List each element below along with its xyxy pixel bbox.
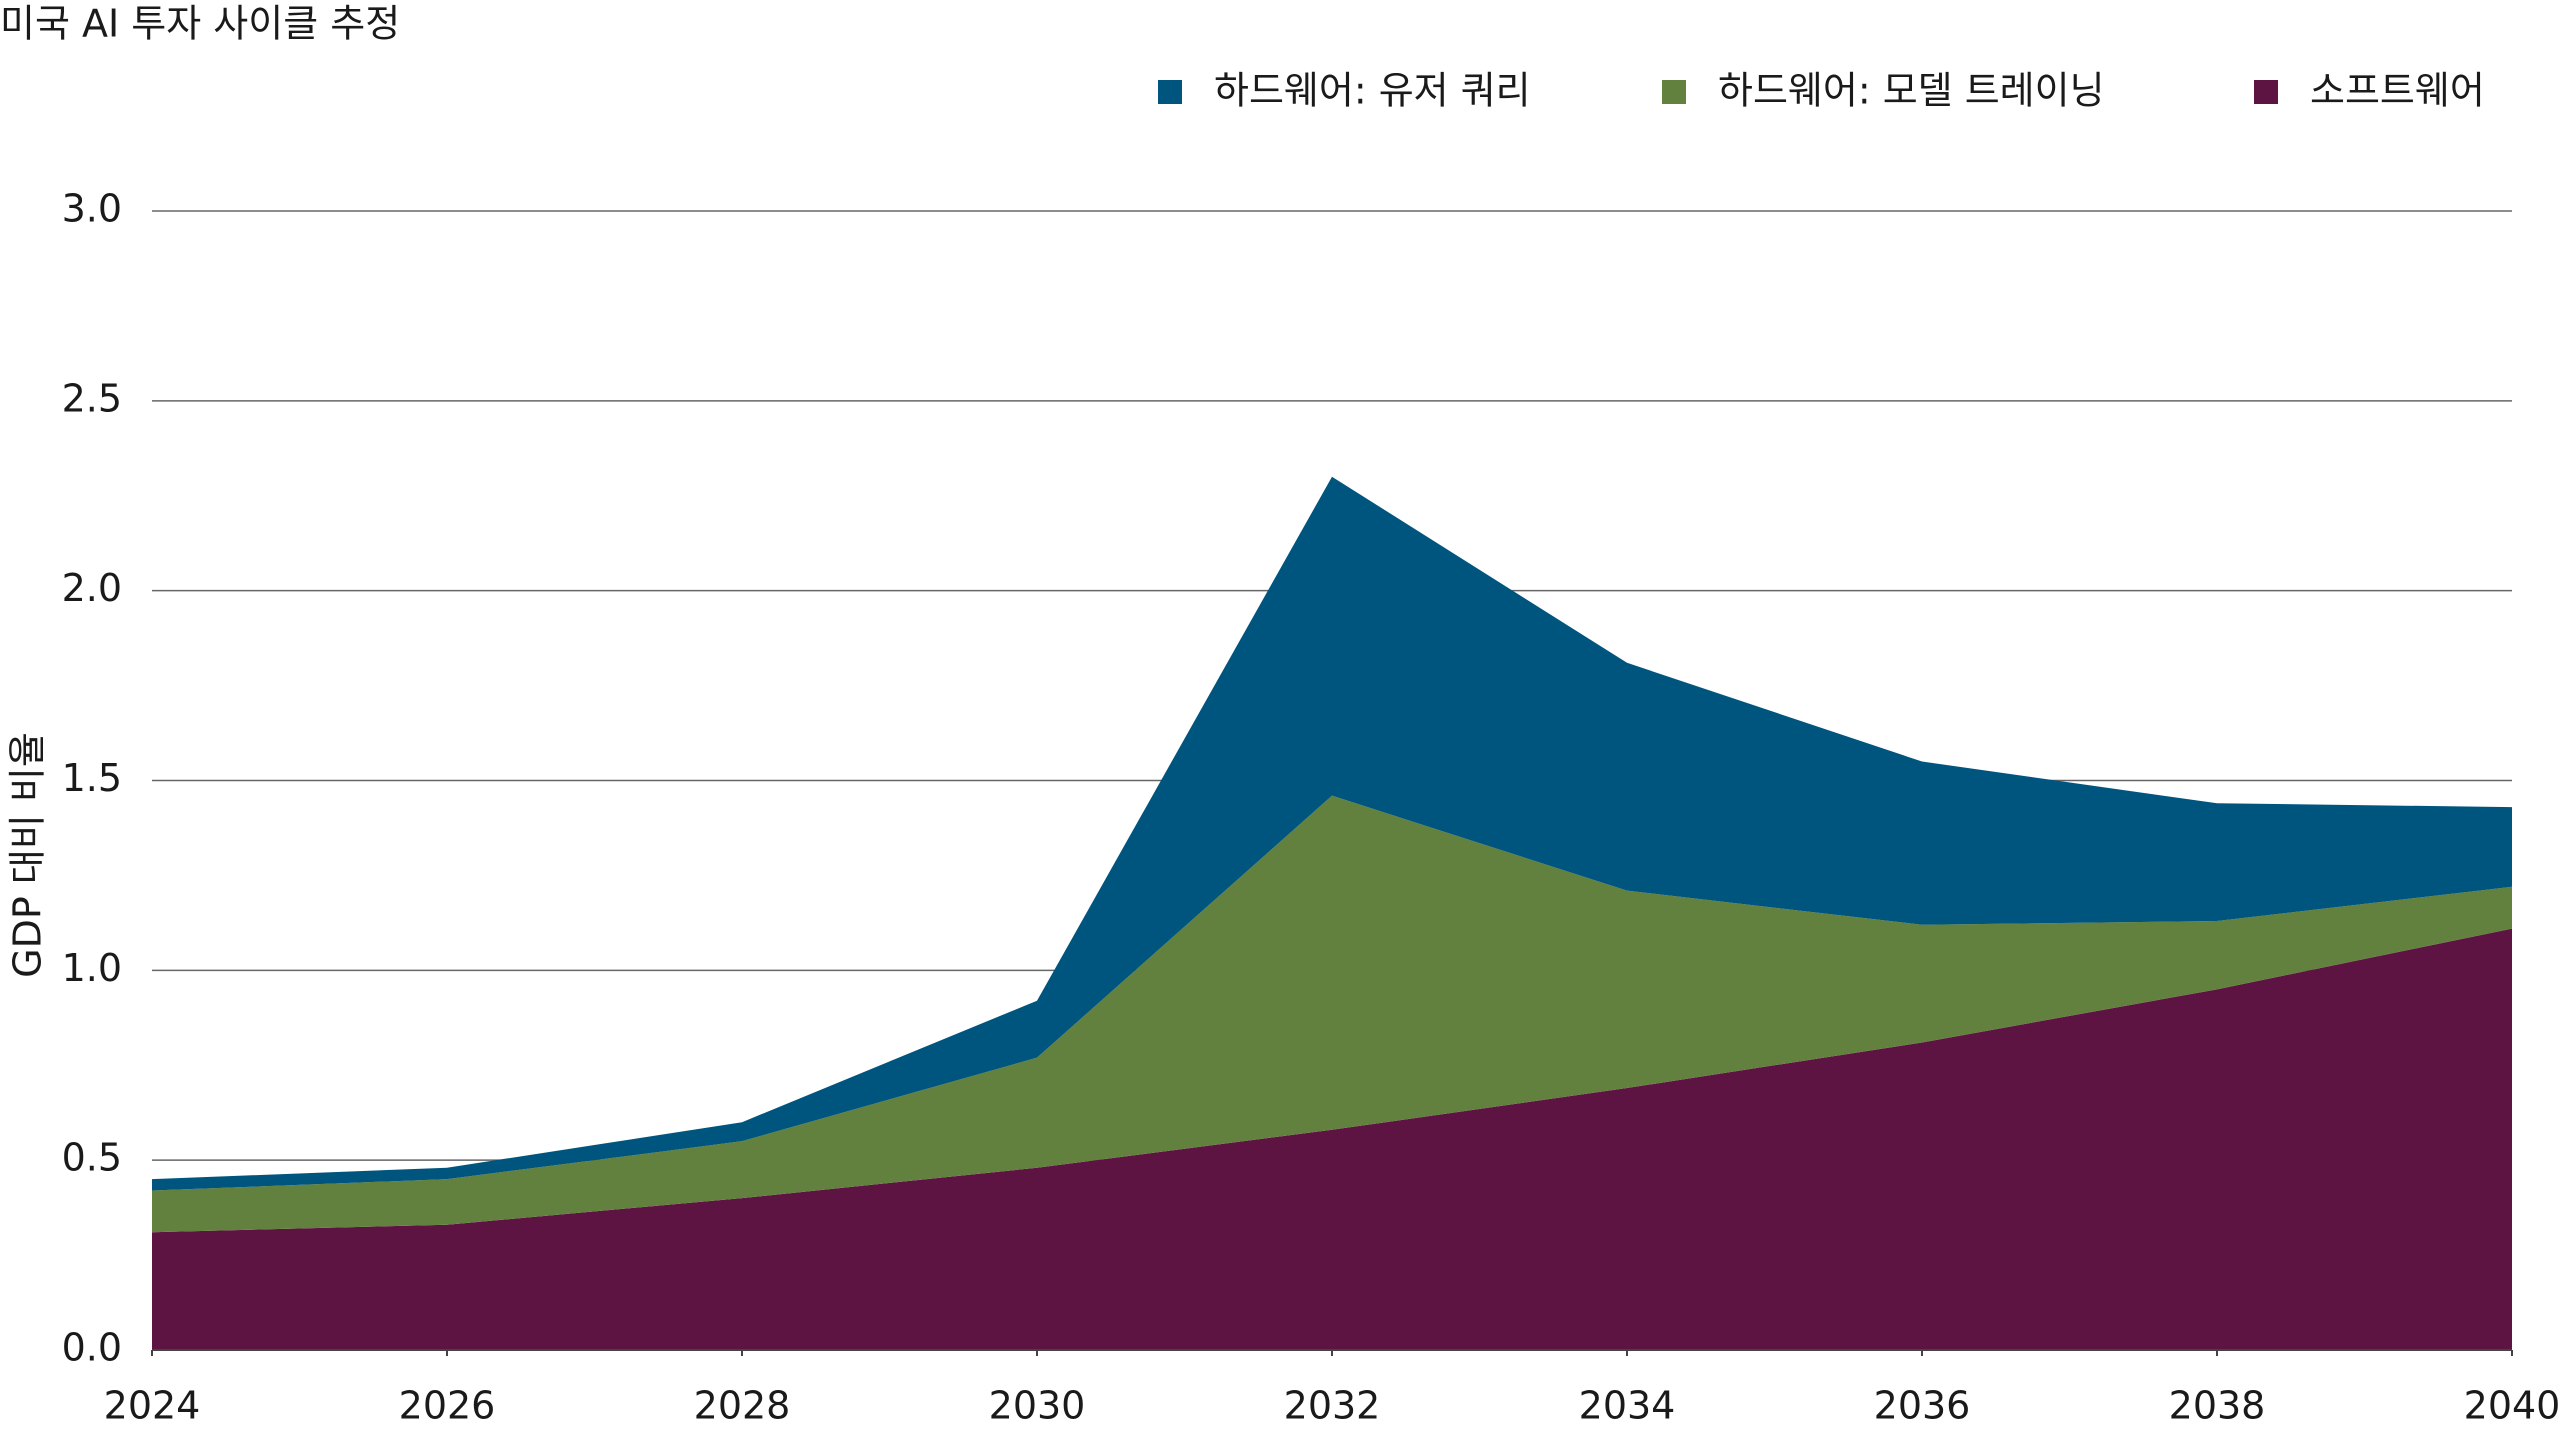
y-tick-label: 0.5: [62, 1136, 122, 1180]
legend-label: 하드웨어: 모델 트레이닝: [1718, 69, 2105, 113]
area: [152, 928, 2512, 1350]
legend-swatch: [1662, 80, 1686, 104]
x-tick-label: 2030: [989, 1384, 1086, 1428]
chart-title: 미국 AI 투자 사이클 추정: [0, 2, 400, 46]
x-tick-label: 2034: [1579, 1384, 1676, 1428]
area: [152, 795, 2512, 1233]
y-tick-label: 3.0: [62, 187, 122, 231]
y-tick-label: 2.5: [62, 376, 122, 420]
x-tick-label: 2040: [2464, 1384, 2560, 1428]
y-tick-label: 1.5: [62, 756, 122, 800]
x-tick-label: 2038: [2169, 1384, 2266, 1428]
legend-swatch: [2254, 80, 2278, 104]
y-tick-label: 2.0: [62, 566, 122, 610]
x-tick-label: 2026: [399, 1384, 496, 1428]
legend-swatch: [1158, 80, 1182, 104]
y-axis-label: GDP 대비 비율: [6, 732, 50, 978]
y-tick-label: 0.0: [62, 1326, 122, 1370]
x-tick-label: 2036: [1874, 1384, 1971, 1428]
x-tick-label: 2028: [694, 1384, 791, 1428]
y-tick-label: 1.0: [62, 946, 122, 990]
x-tick-label: 2032: [1284, 1384, 1381, 1428]
legend-label: 소프트웨어: [2310, 69, 2485, 113]
x-tick-label: 2024: [104, 1384, 201, 1428]
legend-label: 하드웨어: 유저 쿼리: [1214, 69, 1531, 113]
area: [152, 476, 2512, 1191]
